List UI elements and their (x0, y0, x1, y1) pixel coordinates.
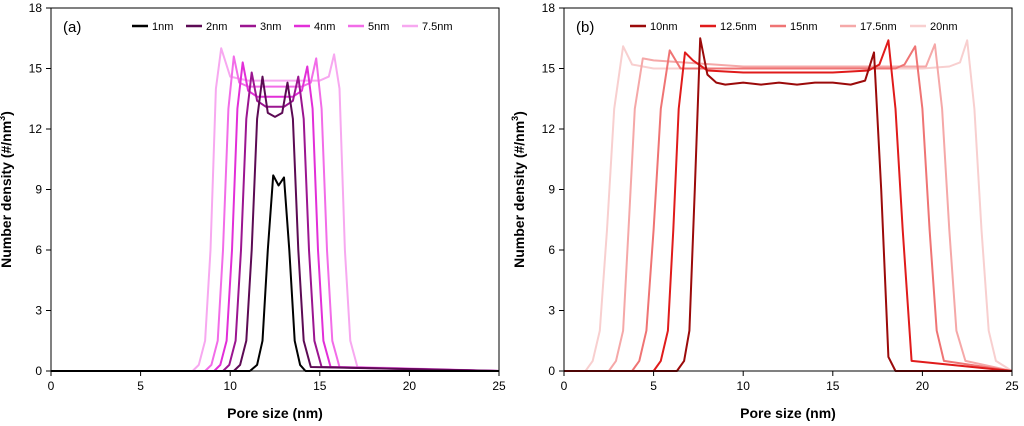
y-axis-title-superscript: 3 (0, 116, 7, 121)
y-tick-label: 18 (29, 1, 43, 15)
x-tick-label: 20 (403, 379, 417, 393)
series-line-3nm (51, 71, 500, 372)
y-tick-label: 15 (542, 62, 556, 76)
x-tick-label: 15 (313, 379, 327, 393)
series-line-1nm (51, 174, 499, 372)
x-tick-label: 20 (916, 379, 930, 393)
x-tick-label: 10 (224, 379, 238, 393)
y-tick-label: 0 (35, 364, 42, 378)
panel-label: (a) (63, 19, 81, 36)
legend-label-5nm: 5nm (368, 21, 389, 33)
y-axis-title-end: ) (0, 111, 14, 116)
legend-label-15nm: 15nm (790, 21, 818, 33)
series-line-15nm (564, 45, 1013, 372)
series-line-12.5nm (564, 39, 1013, 372)
y-tick-label: 12 (29, 122, 43, 136)
x-axis-title: Pore size (nm) (227, 405, 323, 421)
y-tick-label: 9 (548, 183, 555, 197)
x-tick-label: 10 (737, 379, 751, 393)
y-tick-label: 12 (542, 122, 556, 136)
series-line-2nm (51, 75, 500, 372)
legend-label-10nm: 10nm (650, 21, 678, 33)
x-tick-label: 0 (561, 379, 568, 393)
legend-label-17.5nm: 17.5nm (860, 21, 897, 33)
y-tick-label: 18 (542, 1, 556, 15)
plot-frame (50, 7, 500, 372)
series-line-7.5nm (51, 47, 500, 372)
y-tick-label: 6 (35, 243, 42, 257)
series-line-4nm (51, 61, 500, 372)
legend-label-2nm: 2nm (206, 21, 227, 33)
x-tick-label: 25 (492, 379, 506, 393)
legend-label-7.5nm: 7.5nm (422, 21, 453, 33)
legend-label-4nm: 4nm (314, 21, 335, 33)
legend-label-20nm: 20nm (930, 21, 958, 33)
x-tick-label: 25 (1005, 379, 1019, 393)
y-axis-title: Number density (#/nm3) (510, 111, 527, 268)
y-tick-label: 0 (548, 364, 555, 378)
x-axis-title: Pore size (nm) (740, 405, 836, 421)
y-axis-title-superscript: 3 (510, 116, 520, 121)
y-axis-title: Number density (#/nm3) (0, 111, 14, 268)
legend-label-12.5nm: 12.5nm (720, 21, 757, 33)
series-line-17.5nm (564, 43, 1013, 372)
legend: 10nm 12.5nm 15nm 17.5nm 20nm (630, 21, 958, 33)
x-tick-label: 5 (650, 379, 657, 393)
series-line-20nm (564, 39, 1013, 372)
y-tick-label: 6 (548, 243, 555, 257)
y-tick-label: 3 (548, 304, 555, 318)
legend-label-3nm: 3nm (260, 21, 281, 33)
series-line-5nm (51, 55, 500, 372)
legend-label-1nm: 1nm (152, 21, 173, 33)
series-line-10nm (564, 37, 1012, 372)
y-axis-title-main: Number density (#/nm (0, 121, 14, 268)
panel-label: (b) (576, 19, 594, 36)
y-axis-title-end: ) (511, 111, 527, 116)
panel-a: 0 5 10 15 20 25 0 3 6 9 12 15 18 Pore size (nm) Number… (0, 1, 506, 421)
x-tick-label: 5 (137, 379, 144, 393)
y-axis-title-main: Number density (#/nm (511, 121, 527, 268)
y-tick-label: 9 (35, 183, 42, 197)
x-tick-label: 0 (48, 379, 55, 393)
panel-b: 0 5 10 15 20 25 0 3 6 9 12 15 18 Pore size (nm) Number… (510, 1, 1019, 421)
x-tick-label: 15 (826, 379, 840, 393)
legend: 1nm 2nm 3nm 4nm 5nm 7.5nm (132, 21, 453, 33)
y-tick-label: 3 (35, 304, 42, 318)
y-tick-label: 15 (29, 62, 43, 76)
